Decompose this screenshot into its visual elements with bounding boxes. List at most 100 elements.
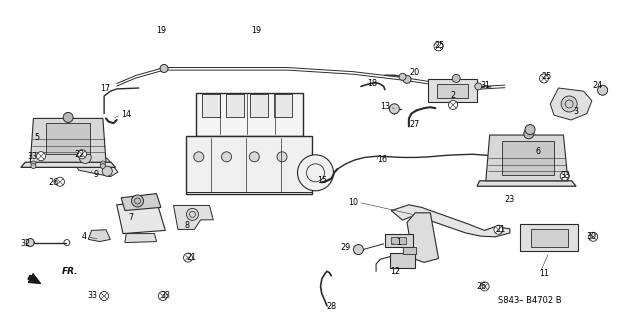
- Text: FR.: FR.: [62, 268, 78, 276]
- Text: 11: 11: [540, 269, 550, 278]
- Polygon shape: [550, 88, 592, 120]
- Text: 22: 22: [74, 150, 85, 159]
- Text: 18: 18: [367, 79, 377, 88]
- Circle shape: [160, 65, 168, 73]
- Text: 17: 17: [100, 84, 110, 93]
- Text: 30: 30: [587, 232, 597, 241]
- Circle shape: [63, 112, 73, 123]
- Circle shape: [79, 151, 91, 164]
- Circle shape: [449, 100, 457, 109]
- Circle shape: [31, 164, 36, 169]
- Circle shape: [434, 42, 443, 51]
- Circle shape: [184, 253, 192, 262]
- Circle shape: [78, 150, 86, 159]
- Circle shape: [100, 164, 105, 169]
- Circle shape: [560, 172, 569, 180]
- Polygon shape: [391, 205, 510, 237]
- Circle shape: [399, 73, 406, 80]
- Text: 5: 5: [34, 133, 39, 142]
- Text: 15: 15: [317, 176, 327, 185]
- FancyArrowPatch shape: [28, 274, 40, 284]
- Text: 33: 33: [28, 152, 38, 161]
- Bar: [520, 224, 578, 251]
- Bar: [437, 84, 468, 98]
- Text: 8: 8: [184, 221, 189, 230]
- Circle shape: [589, 232, 598, 241]
- Circle shape: [297, 155, 334, 191]
- Polygon shape: [88, 230, 110, 242]
- Text: 10: 10: [348, 198, 358, 207]
- Text: 14: 14: [121, 110, 131, 119]
- Circle shape: [598, 85, 608, 95]
- Polygon shape: [477, 181, 576, 186]
- Text: 1: 1: [396, 238, 401, 247]
- Circle shape: [56, 177, 64, 186]
- Text: 4: 4: [82, 232, 87, 241]
- Bar: [403, 247, 416, 254]
- Text: 31: 31: [481, 81, 491, 90]
- Bar: [186, 136, 312, 194]
- Polygon shape: [174, 205, 213, 229]
- Polygon shape: [117, 201, 165, 234]
- Polygon shape: [407, 213, 439, 262]
- Bar: [391, 237, 406, 244]
- Polygon shape: [21, 162, 115, 167]
- Circle shape: [475, 83, 482, 90]
- Polygon shape: [486, 135, 568, 181]
- Circle shape: [525, 124, 535, 135]
- Circle shape: [186, 208, 199, 220]
- Bar: [428, 79, 477, 102]
- Circle shape: [480, 282, 489, 291]
- Bar: [202, 94, 220, 117]
- Bar: [531, 229, 568, 247]
- Polygon shape: [121, 194, 161, 211]
- Bar: [196, 93, 303, 136]
- Text: 25: 25: [541, 72, 551, 81]
- Text: 26: 26: [48, 178, 58, 187]
- Text: 26: 26: [476, 282, 487, 291]
- Circle shape: [277, 152, 287, 162]
- Text: 12: 12: [390, 268, 400, 276]
- Text: 33: 33: [88, 292, 98, 300]
- Circle shape: [452, 74, 460, 82]
- Bar: [390, 253, 415, 268]
- Circle shape: [353, 244, 363, 255]
- Circle shape: [31, 161, 36, 166]
- Text: 20: 20: [409, 68, 419, 77]
- Polygon shape: [30, 118, 106, 162]
- Text: 25: 25: [434, 41, 444, 50]
- Circle shape: [194, 152, 204, 162]
- Text: 28: 28: [327, 302, 337, 311]
- Text: 16: 16: [377, 155, 387, 164]
- Circle shape: [100, 292, 109, 300]
- Text: 19: 19: [251, 26, 261, 35]
- Circle shape: [389, 104, 399, 114]
- Text: 2: 2: [451, 91, 456, 100]
- Text: S843– B4702 B: S843– B4702 B: [498, 296, 562, 305]
- Text: 6: 6: [535, 147, 540, 156]
- Circle shape: [158, 292, 167, 300]
- Text: 19: 19: [156, 26, 167, 35]
- Polygon shape: [69, 152, 118, 177]
- Text: 13: 13: [380, 102, 390, 111]
- Bar: [385, 234, 413, 247]
- Circle shape: [494, 225, 503, 234]
- Circle shape: [221, 152, 232, 162]
- Circle shape: [37, 152, 45, 161]
- Circle shape: [561, 96, 577, 112]
- Text: 23: 23: [505, 195, 515, 204]
- Bar: [274, 94, 292, 117]
- Circle shape: [249, 152, 259, 162]
- Bar: [502, 141, 554, 175]
- Circle shape: [131, 195, 144, 207]
- Circle shape: [540, 74, 548, 83]
- Text: 3: 3: [573, 107, 578, 116]
- Circle shape: [100, 161, 105, 166]
- Text: 33: 33: [161, 292, 171, 300]
- Text: 29: 29: [340, 244, 350, 252]
- Text: 21: 21: [186, 253, 196, 262]
- Bar: [46, 123, 90, 154]
- Text: 9: 9: [93, 170, 98, 179]
- Text: 27: 27: [409, 120, 419, 129]
- Circle shape: [524, 129, 534, 139]
